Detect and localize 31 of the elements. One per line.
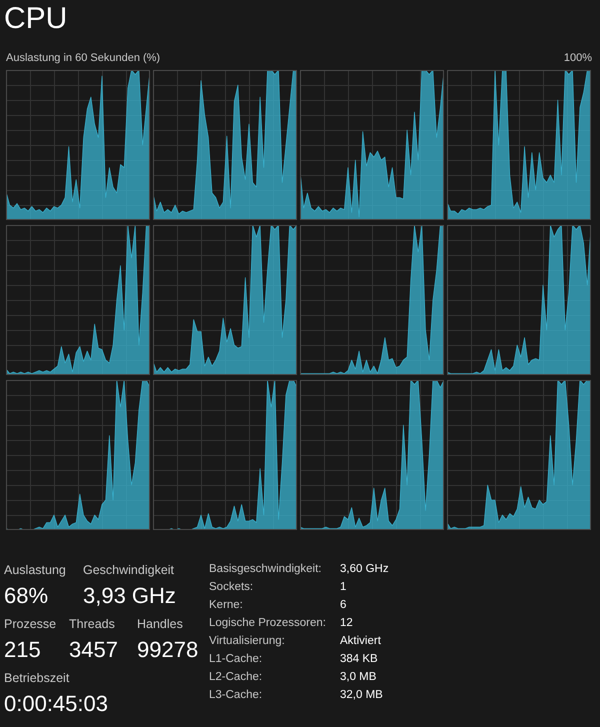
text: Handles <box>137 617 183 631</box>
text: 0:00:45:03 <box>4 691 108 717</box>
chart-subtitle: Auslastung in 60 Sekunden (%) <box>6 52 160 64</box>
text: Virtualisierung: <box>209 635 285 647</box>
text: Sockets: <box>209 581 254 593</box>
text: 12 <box>340 617 353 629</box>
text: Geschwindigkeit <box>83 563 174 577</box>
text: 100% <box>564 52 592 64</box>
text: Betriebszeit <box>4 671 70 685</box>
text: Kerne: <box>209 599 243 611</box>
text: Basisgeschwindigkeit: <box>209 563 322 575</box>
text: L1-Cache: <box>209 653 262 665</box>
text: 3457 <box>69 637 118 663</box>
text: Aktiviert <box>340 635 381 647</box>
text: 6 <box>340 599 346 611</box>
text: 99278 <box>137 637 198 663</box>
text: 3,0 MB <box>340 671 376 683</box>
text: Threads <box>69 617 115 631</box>
text: 68% <box>4 583 48 609</box>
text: 3,60 GHz <box>340 563 389 575</box>
text: Auslastung <box>4 563 66 577</box>
text: Prozesse <box>4 617 56 631</box>
text: 215 <box>4 637 41 663</box>
text: L3-Cache: <box>209 689 262 701</box>
text: 32,0 MB <box>340 689 383 701</box>
text: L2-Cache: <box>209 671 262 683</box>
text: 1 <box>340 581 346 593</box>
text: Logische Prozessoren: <box>209 617 326 629</box>
text: 384 KB <box>340 653 378 665</box>
chart-title: CPU <box>4 2 68 36</box>
text: 3,93 GHz <box>83 583 176 609</box>
